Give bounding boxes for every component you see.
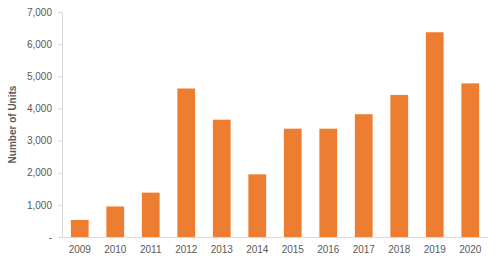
x-tick-label: 2015	[282, 244, 305, 255]
x-tick-label: 2018	[388, 244, 411, 255]
chart: - 1,000 2,000 3,000 4,000 5,000 6,000 7,000 2009…	[0, 0, 500, 277]
y-tick-label: 3,000	[27, 135, 52, 146]
y-tick: 2,000	[27, 167, 62, 178]
y-tick: -	[49, 232, 62, 243]
y-tick-mark	[58, 108, 62, 109]
bar	[390, 95, 408, 237]
bars	[71, 32, 479, 237]
y-tick-mark	[58, 173, 62, 174]
bar	[248, 174, 266, 237]
plot: - 1,000 2,000 3,000 4,000 5,000 6,000 7,000 2009…	[27, 7, 489, 255]
x-tick: 2009	[69, 244, 92, 255]
bar	[461, 83, 479, 237]
x-tick: 2011	[140, 244, 162, 255]
y-tick: 5,000	[27, 71, 62, 82]
y-tick-label: 5,000	[27, 71, 52, 82]
x-tick: 2018	[388, 244, 411, 255]
bar	[284, 129, 302, 237]
bar	[319, 129, 337, 237]
bar	[177, 89, 195, 238]
x-tick-label: 2019	[424, 244, 447, 255]
x-tick-label: 2020	[459, 244, 482, 255]
y-tick-label: 4,000	[27, 103, 52, 114]
x-tick-label: 2009	[69, 244, 92, 255]
y-tick-mark	[58, 141, 62, 142]
x-tick-label: 2014	[246, 244, 269, 255]
y-tick: 1,000	[27, 200, 62, 211]
x-tick: 2014	[246, 244, 269, 255]
bar	[106, 206, 124, 237]
y-tick-mark	[58, 44, 62, 45]
y-tick: 6,000	[27, 39, 62, 50]
bar	[355, 114, 373, 237]
y-tick-label: 7,000	[27, 7, 52, 18]
x-tick-label: 2013	[211, 244, 234, 255]
y-tick-mark	[58, 205, 62, 206]
y-axis-title: Number of Units	[7, 85, 18, 163]
y-tick-label: -	[49, 232, 52, 243]
x-tick: 2016	[317, 244, 340, 255]
x-tick: 2015	[282, 244, 305, 255]
y-tick-label: 6,000	[27, 39, 52, 50]
y-axis-line	[58, 13, 63, 238]
y-tick: 3,000	[27, 135, 62, 146]
y-tick: 4,000	[27, 103, 62, 114]
x-tick-label: 2011	[140, 244, 162, 255]
x-tick: 2017	[353, 244, 376, 255]
bar	[213, 120, 231, 237]
x-tick-label: 2016	[317, 244, 340, 255]
x-tick-label: 2010	[104, 244, 127, 255]
x-tick: 2020	[459, 244, 482, 255]
y-tick-label: 1,000	[27, 200, 52, 211]
y-tick-mark	[58, 76, 62, 77]
y-tick-label: 2,000	[27, 167, 52, 178]
x-tick: 2019	[424, 244, 447, 255]
x-tick: 2010	[104, 244, 127, 255]
x-tick: 2012	[175, 244, 198, 255]
x-tick: 2013	[211, 244, 234, 255]
y-tick: 7,000	[27, 7, 62, 18]
y-tick-mark	[58, 12, 62, 13]
x-axis: 2009 2010 2011 2012 2013 2014 2015 2016 2017 2018…	[63, 238, 489, 256]
bar	[71, 220, 89, 237]
x-tick-label: 2012	[175, 244, 198, 255]
bar	[426, 32, 444, 237]
x-tick-label: 2017	[353, 244, 376, 255]
y-axis: - 1,000 2,000 3,000 4,000 5,000 6,000 7,000	[27, 7, 63, 243]
bar	[142, 193, 160, 237]
y-tick-mark	[58, 237, 62, 238]
x-axis-line	[63, 237, 489, 238]
